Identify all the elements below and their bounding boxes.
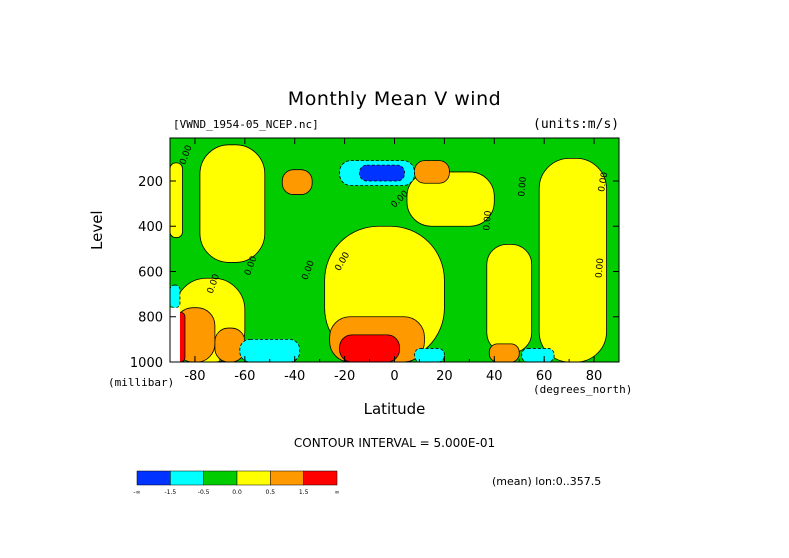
y-axis-unit: (millibar) (108, 376, 175, 389)
x-tick-label: 0 (390, 369, 398, 384)
contour-label: 0.00 (482, 210, 494, 231)
contour-region-orange (214, 327, 246, 362)
contour-region-red (339, 334, 400, 362)
x-tick-label: -60 (234, 369, 255, 384)
contour-region-yellow (199, 144, 266, 263)
contour-region-yellow (406, 171, 495, 227)
contour-region-orange (281, 169, 313, 195)
contour-region-yellow (486, 243, 533, 354)
contour-region-cyan (239, 338, 301, 362)
colorbar-tick-label: ∞ (335, 489, 340, 496)
contour-region-cyan (170, 284, 181, 309)
contour-region-cyan (521, 348, 555, 362)
dataset-label: [VWND_1954-05_NCEP.nc] (173, 118, 319, 131)
x-tick-label: 40 (486, 369, 503, 384)
x-tick-label: 20 (436, 369, 453, 384)
y-tick-label: 600 (138, 265, 163, 280)
contour-interval-label: CONTOUR INTERVAL = 5.000E-01 (293, 436, 496, 450)
units-label: (units:m/s) (533, 117, 620, 132)
y-tick-label: 800 (138, 311, 163, 326)
x-tick-label: -80 (184, 369, 205, 384)
contour-region-yellow (538, 157, 607, 362)
x-tick-label: 60 (536, 369, 553, 384)
colorbar-swatch (270, 470, 304, 486)
colorbar-tick-label: 0.0 (232, 489, 242, 496)
contour-label: 0.00 (517, 176, 529, 197)
x-tick-label: 80 (586, 369, 603, 384)
colorbar-tick-label: -∞ (133, 489, 140, 496)
colorbar-swatch (303, 470, 338, 486)
mean-label: (mean) lon:0..357.5 (492, 475, 602, 488)
contour-region-white (170, 307, 180, 362)
y-tick-label: 400 (138, 220, 163, 235)
colorbar-swatch (170, 470, 204, 486)
contour-region-orange (414, 160, 450, 184)
contour-label: 0.00 (595, 257, 607, 278)
contour-region-blue (359, 164, 405, 182)
x-tick-label: -40 (284, 369, 305, 384)
y-tick-label: 1000 (130, 356, 163, 371)
contour-region-cyan (414, 348, 445, 362)
x-axis-unit: (degrees_north) (533, 383, 633, 396)
contour-region-yellow (170, 162, 183, 238)
contour-label: 0.00 (597, 171, 610, 193)
colorbar-swatch (136, 470, 171, 486)
colorbar-swatch (236, 470, 271, 486)
colorbar-tick-label: 1.5 (299, 489, 309, 496)
chart-title: Monthly Mean V wind (287, 88, 502, 110)
colorbar-tick-label: -1.5 (164, 489, 176, 496)
colorbar-tick-label: 0.5 (266, 489, 276, 496)
x-tick-label: -20 (334, 369, 355, 384)
y-tick-label: 200 (138, 175, 163, 190)
colorbar-swatch (203, 470, 238, 486)
colorbar-tick-label: -0.5 (198, 489, 210, 496)
x-axis-label: Latitude (363, 400, 426, 418)
